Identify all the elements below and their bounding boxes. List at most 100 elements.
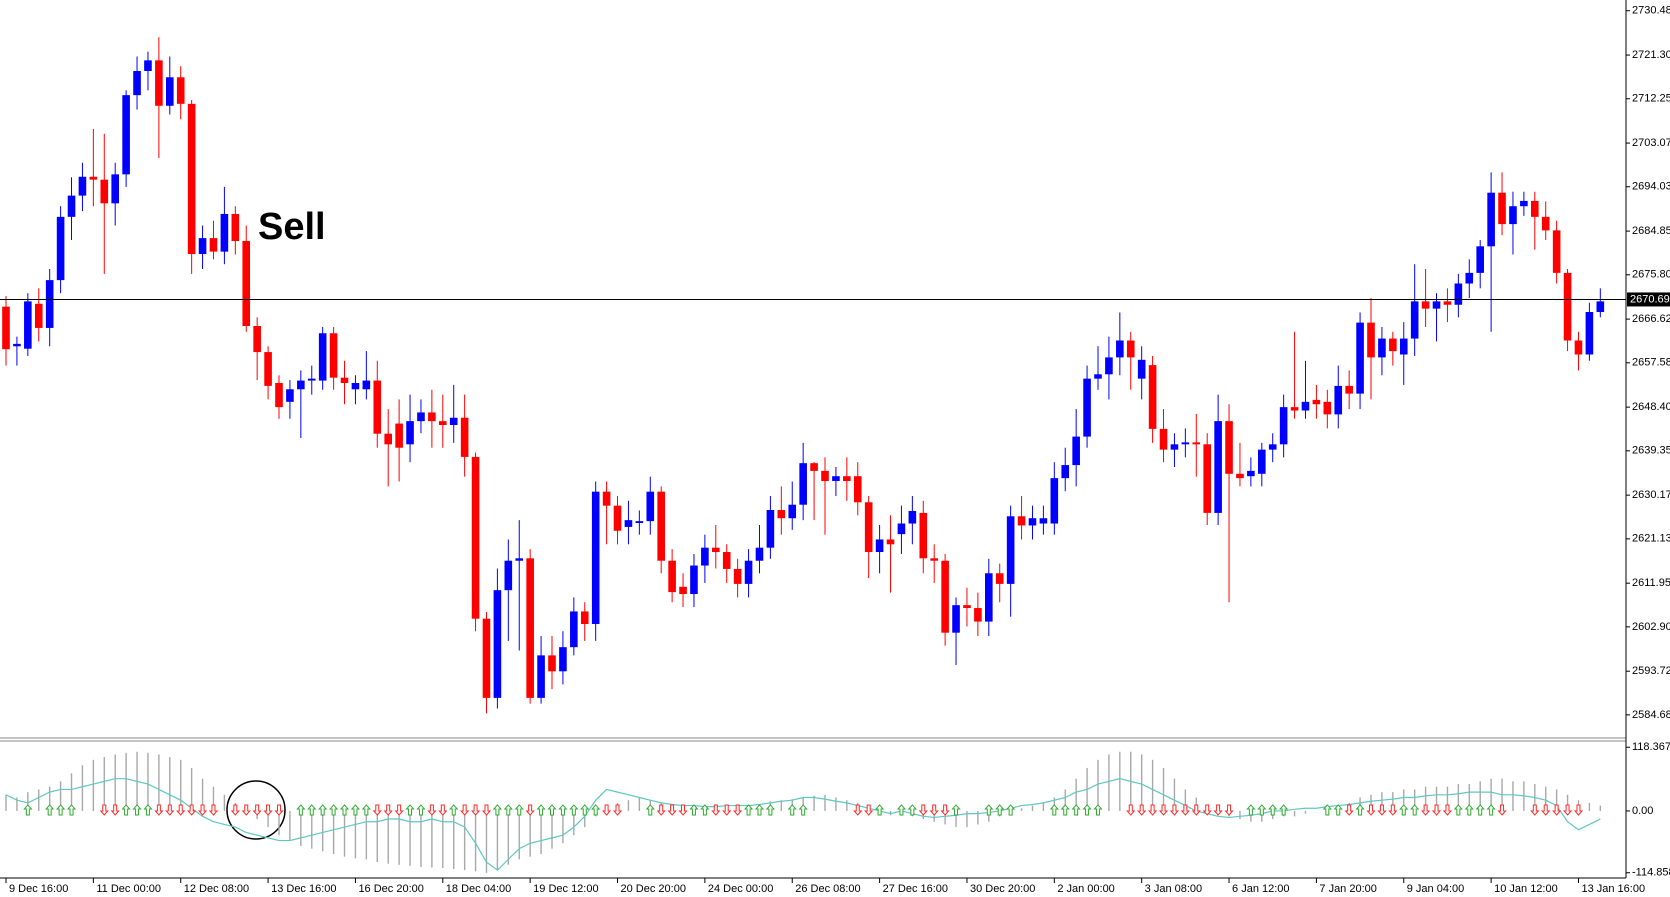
buy-arrow: [569, 804, 579, 816]
candle-body: [548, 655, 556, 672]
candle-body: [963, 605, 971, 609]
candle-body: [1498, 192, 1506, 225]
x-tick-label: 19 Dec 12:00: [533, 883, 598, 895]
candle-body: [1301, 401, 1310, 411]
candle-body: [460, 417, 469, 457]
candle-body: [974, 608, 982, 622]
candle-body: [122, 95, 130, 175]
candle-body: [1574, 340, 1583, 355]
candle-body: [1094, 374, 1102, 379]
candle-body: [1170, 444, 1179, 450]
candle-body: [395, 423, 403, 448]
sell-arrow: [263, 804, 273, 816]
sell-arrow: [1191, 804, 1201, 816]
candle-body: [788, 504, 797, 519]
candle-body: [1105, 357, 1113, 375]
candle-body: [559, 647, 567, 672]
candle-body: [570, 611, 578, 648]
sell-arrow: [230, 804, 240, 816]
candle-body: [995, 573, 1004, 584]
candle-body: [220, 213, 229, 252]
candle-body: [1028, 518, 1037, 526]
candle-body: [1585, 311, 1594, 355]
buy-arrow: [1333, 804, 1343, 816]
sell-arrow: [176, 804, 186, 816]
candle-body: [1487, 192, 1495, 247]
sell-arrow: [1344, 804, 1354, 816]
candle-body: [1268, 444, 1277, 450]
candle-body: [307, 378, 316, 381]
buy-arrow: [645, 804, 655, 816]
buy-arrow: [1071, 804, 1081, 816]
candle-body: [777, 510, 786, 519]
sell-arrow: [853, 804, 863, 816]
sell-arrow: [678, 804, 688, 816]
sell-arrow: [1442, 804, 1453, 816]
buy-arrow: [1049, 804, 1059, 816]
sell-arrow: [1562, 804, 1573, 816]
candle-body: [2, 306, 10, 350]
x-tick-label: 2 Jan 00:00: [1057, 883, 1115, 895]
sell-arrow: [1202, 804, 1212, 816]
highlight-circle: [226, 780, 286, 840]
buy-arrow: [121, 804, 131, 816]
buy-arrow: [1006, 804, 1016, 816]
x-tick-label: 9 Dec 16:00: [9, 883, 68, 895]
sell-arrow: [252, 804, 262, 816]
sell-arrow: [394, 804, 404, 816]
candle-body: [1017, 516, 1026, 526]
candle-body: [471, 456, 480, 619]
candle-body: [679, 586, 687, 595]
x-tick-label: 26 Dec 08:00: [795, 883, 860, 895]
sell-arrow: [427, 804, 437, 816]
candle-body: [1596, 301, 1605, 312]
candle-body: [1192, 442, 1201, 445]
candle-body: [100, 179, 109, 204]
buy-arrow: [66, 804, 77, 816]
sell-arrow: [601, 804, 612, 816]
buy-arrow: [743, 804, 754, 816]
candle-body: [34, 303, 43, 328]
candle-body: [275, 382, 283, 408]
candle-body: [13, 343, 21, 347]
sell-arrow: [667, 804, 677, 816]
candle-body: [439, 421, 447, 426]
buy-arrow: [984, 804, 994, 816]
candle-body: [1563, 272, 1572, 341]
sell-arrow: [1388, 804, 1398, 816]
x-tick-label: 11 Dec 00:00: [96, 883, 161, 895]
y-tick-label: 2712.255: [1632, 93, 1670, 105]
buy-arrow: [328, 804, 339, 816]
y-tick-label: 2611.950: [1632, 577, 1670, 589]
candle-body: [919, 512, 928, 559]
candle-body: [417, 412, 425, 422]
x-tick-label: 6 Jan 12:00: [1232, 883, 1290, 895]
buy-arrow: [318, 804, 328, 816]
candle-body: [1050, 478, 1059, 524]
y-tick-label: -114.8582: [1632, 867, 1670, 879]
candle-body: [602, 491, 611, 506]
sell-arrow: [165, 804, 175, 816]
candle-body: [1061, 465, 1070, 479]
candle-body: [526, 558, 534, 698]
candle-body: [1367, 322, 1375, 358]
sell-arrow: [864, 804, 874, 816]
y-tick-label: 2730.480: [1632, 5, 1670, 17]
candle-body: [1389, 338, 1397, 352]
x-tick-label: 24 Dec 00:00: [708, 883, 773, 895]
buy-arrow: [787, 804, 797, 816]
candle-body: [318, 333, 327, 381]
candle-body: [1137, 359, 1146, 379]
x-tick-label: 27 Dec 16:00: [883, 883, 948, 895]
candle-body: [701, 547, 709, 566]
candle-body: [1531, 200, 1539, 217]
sell-arrow: [1137, 804, 1147, 816]
candle-body: [1006, 516, 1015, 584]
candle-body: [810, 463, 818, 471]
sell-arrow: [1169, 804, 1180, 816]
buy-arrow: [1257, 804, 1267, 816]
sell-arrow: [656, 804, 666, 816]
candle-body: [1279, 407, 1288, 445]
sell-arrow: [711, 804, 721, 816]
sell-arrow: [1147, 804, 1158, 816]
